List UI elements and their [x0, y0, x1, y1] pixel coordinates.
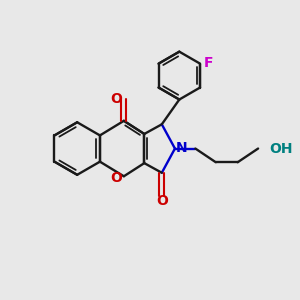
Text: O: O [156, 194, 168, 208]
Text: O: O [110, 171, 122, 185]
Text: OH: OH [269, 142, 293, 155]
Text: N: N [176, 141, 187, 155]
Text: O: O [110, 92, 122, 106]
Text: F: F [203, 56, 213, 70]
